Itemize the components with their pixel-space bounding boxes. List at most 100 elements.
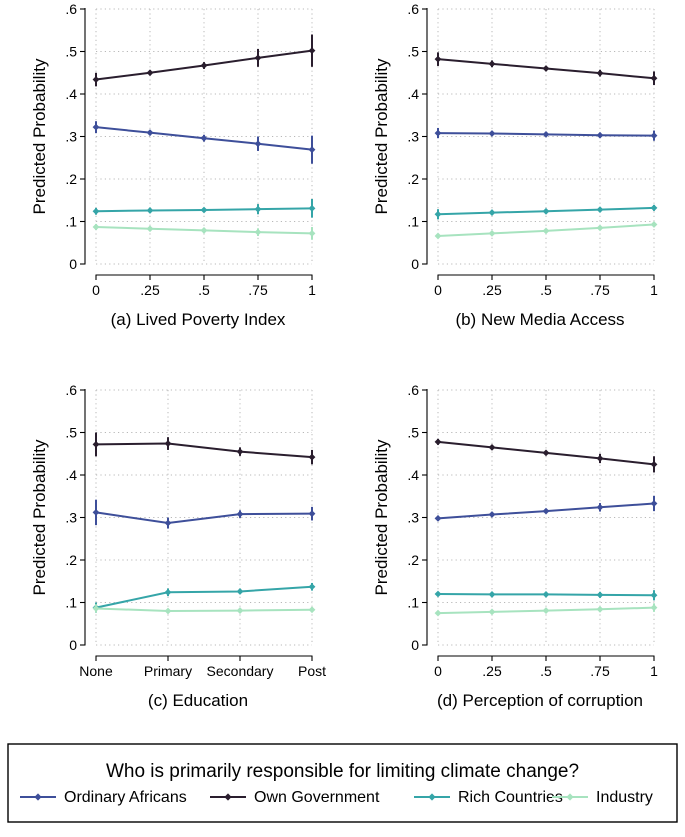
x-tick-label: .25 [140, 282, 160, 298]
legend-marker [34, 793, 42, 801]
data-point [650, 221, 658, 228]
y-tick-label: 0 [69, 637, 77, 653]
data-point [92, 76, 100, 83]
data-point [92, 605, 100, 612]
data-point [308, 583, 316, 591]
y-axis-label: Predicted Probability [372, 439, 391, 595]
x-tick-label: None [79, 663, 113, 679]
data-point [200, 62, 208, 69]
x-tick-label: .25 [482, 663, 502, 679]
x-tick-label: 0 [92, 282, 100, 298]
legend-item-ordinary-africans: Ordinary Africans [20, 789, 187, 806]
legend: Who is primarily responsible for limitin… [7, 743, 678, 823]
data-point [236, 448, 244, 456]
data-point [200, 134, 208, 142]
y-tick-label: .1 [65, 214, 77, 230]
y-tick-label: .4 [407, 467, 419, 483]
data-point [488, 130, 496, 137]
y-tick-label: .3 [65, 510, 77, 526]
x-tick-label: Primary [144, 663, 192, 679]
y-tick-label: .1 [65, 595, 77, 611]
legend-label: Ordinary Africans [64, 789, 187, 806]
x-axis-label: (d) Perception of corruption [437, 691, 643, 710]
legend-marker [428, 793, 436, 801]
data-point [650, 204, 658, 212]
x-tick-label: 1 [650, 663, 658, 679]
legend-item-industry: Industry [552, 789, 653, 806]
data-point [434, 609, 442, 617]
y-tick-label: .1 [407, 595, 419, 611]
y-axis-label: Predicted Probability [30, 58, 49, 214]
chart-panel-4: 0 .1 .2 .3 .4 .5 .6 0 .25 .5 .75 1 Predicted Probabi… [372, 382, 658, 710]
series-rich-countries [92, 198, 316, 218]
x-tick-label: .5 [540, 663, 552, 679]
data-point [308, 47, 316, 55]
data-point [236, 510, 244, 518]
series-rich-countries [92, 582, 316, 613]
data-point [164, 519, 172, 527]
data-point [92, 441, 100, 448]
data-point [542, 449, 550, 457]
data-point [92, 509, 100, 516]
x-tick-label: .75 [590, 663, 610, 679]
x-tick-label: .5 [198, 282, 210, 298]
data-point [488, 60, 496, 68]
data-point [92, 223, 100, 231]
y-tick-label: .3 [407, 129, 419, 145]
x-axis-label: (c) Education [148, 691, 248, 710]
data-point [488, 511, 496, 518]
y-tick-label: .6 [407, 1, 419, 17]
data-point [596, 455, 604, 462]
data-point [542, 65, 550, 72]
data-point [164, 588, 172, 596]
data-point [254, 205, 262, 213]
y-tick-label: .2 [407, 552, 419, 568]
data-point [308, 204, 316, 212]
data-point [650, 132, 658, 140]
legend-label: Industry [596, 789, 653, 806]
y-tick-label: .6 [65, 382, 77, 398]
series-ordinary-africans [434, 495, 658, 522]
panels: 0 .1 .2 .3 .4 .5 .6 0 .25 .5 .75 1 Predicted Probabi… [30, 1, 658, 710]
series-industry [92, 604, 316, 615]
y-tick-label: .6 [65, 1, 77, 17]
data-point [146, 129, 154, 137]
x-tick-label: .75 [248, 282, 268, 298]
data-point [650, 460, 658, 468]
legend-label: Rich Countries [458, 789, 563, 806]
data-point [164, 440, 172, 447]
legend-box [7, 743, 678, 823]
series-industry [434, 603, 658, 617]
data-point [308, 230, 316, 237]
data-point [596, 605, 604, 613]
data-point [434, 232, 442, 240]
series-line [95, 607, 313, 613]
data-point [434, 438, 442, 446]
series-line [95, 442, 313, 459]
data-point [434, 210, 442, 218]
data-point [236, 588, 244, 595]
chart-panel-2: 0 .1 .2 .3 .4 .5 .6 0 .25 .5 .75 1 Predicted Probabi… [372, 1, 658, 329]
data-point [596, 591, 604, 599]
x-tick-label: .25 [482, 282, 502, 298]
x-tick-label: Secondary [207, 663, 274, 679]
series-line [95, 585, 313, 609]
x-tick-label: .75 [590, 282, 610, 298]
x-tick-label: 0 [434, 663, 442, 679]
data-point [254, 54, 262, 62]
series-own-government [434, 438, 658, 473]
data-point [488, 591, 496, 598]
legend-item-own-government: Own Government [210, 789, 380, 806]
data-point [650, 500, 658, 507]
x-tick-label: Post [298, 663, 326, 679]
data-point [146, 207, 154, 214]
legend-items: Ordinary Africans Own Government Rich Coun… [20, 789, 653, 806]
x-tick-label: 1 [650, 282, 658, 298]
y-tick-label: .2 [407, 171, 419, 187]
y-tick-label: .4 [65, 467, 77, 483]
data-point [434, 514, 442, 522]
data-point [200, 227, 208, 234]
y-tick-label: 0 [69, 256, 77, 272]
data-point [488, 209, 496, 216]
y-tick-label: .5 [407, 44, 419, 60]
